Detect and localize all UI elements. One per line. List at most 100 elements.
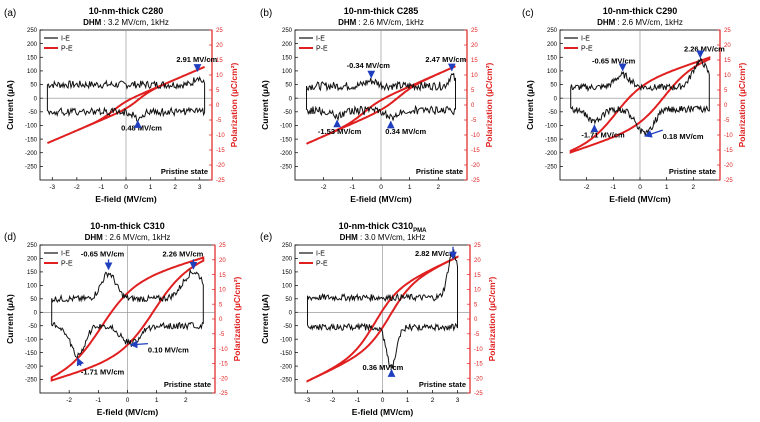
plot-area (46, 65, 206, 145)
annotation-label: -1.53 MV/cm (318, 127, 362, 136)
state-label: Pristine state (416, 167, 463, 176)
panel-subtitle: DHM : 3.0 MV/cm, 1kHz (340, 233, 426, 242)
y2-tick-label: -25 (471, 178, 480, 184)
y2-tick-label: -5 (724, 118, 730, 124)
panel-title: 10-nm-thick C290 (603, 6, 678, 16)
y2-tick-label: -5 (219, 332, 225, 338)
y-tick-label: -200 (280, 364, 293, 370)
panel-title: 10-nm-thick C285 (344, 6, 419, 16)
plot-area (569, 56, 711, 154)
y-axis-label: Current (µA) (260, 294, 270, 344)
y2-tick-label: -10 (471, 133, 480, 139)
y-tick-label: 100 (27, 69, 38, 75)
y-axis-label: Current (µA) (5, 80, 15, 130)
annotation-label: 0.18 MV/cm (663, 132, 704, 141)
y2-tick-label: 25 (219, 243, 226, 249)
y-tick-label: -250 (545, 165, 558, 171)
y2-tick-label: -10 (216, 133, 225, 139)
y2-tick-label: 15 (219, 273, 226, 279)
annotation-label: 0.48 MV/cm (121, 123, 162, 132)
y2-tick-label: -25 (216, 178, 225, 184)
y2-tick-label: 15 (474, 273, 481, 279)
panel-label: (c) (522, 8, 534, 19)
y2-tick-label: 10 (471, 73, 478, 79)
x-axis-label: E-field (MV/cm) (352, 407, 414, 417)
y2-tick-label: 0 (724, 103, 728, 109)
y2-tick-label: -25 (474, 391, 483, 397)
x-tick-label: -2 (584, 184, 590, 191)
x-tick-label: -2 (74, 184, 80, 191)
y-tick-label: -50 (283, 324, 292, 330)
y-tick-label: -200 (280, 151, 293, 157)
annotation-label: 2.82 MV/cm (415, 249, 456, 258)
y2-tick-label: -5 (471, 118, 477, 124)
y2-tick-label: -25 (724, 178, 733, 184)
y-tick-label: -150 (545, 137, 558, 143)
annotation-label: -0.65 MV/cm (81, 249, 125, 258)
y-tick-label: 250 (282, 28, 293, 34)
y-tick-label: 50 (550, 83, 557, 89)
y2-tick-label: 0 (219, 317, 223, 323)
y2-tick-label: -15 (724, 148, 733, 154)
panel-1: (a) 10-nm-thick C280 DHM : 3.2 MV/cm, 1kHz… (4, 6, 239, 204)
y2-tick-label: 25 (474, 243, 481, 249)
y2-tick-label: 10 (216, 73, 223, 79)
y2-tick-label: 10 (474, 288, 481, 294)
annotation-arrow (644, 129, 663, 138)
ie-series-line (570, 57, 710, 136)
ie-series-line (307, 248, 458, 369)
x-tick-label: 2 (437, 184, 441, 191)
y2-tick-label: 10 (219, 288, 226, 294)
y2-tick-label: 15 (216, 58, 223, 64)
pe-series-line (47, 65, 205, 145)
y-tick-label: 150 (547, 55, 558, 61)
panel-3: (c) 10-nm-thick C290 DHM : 2.6 MV/cm, 1kHz… (522, 6, 747, 204)
panel-subtitle: DHM : 2.6 MV/cm, 1kHz (338, 18, 424, 27)
x-tick-label: 0 (638, 184, 642, 191)
annotation-label: 2.26 MV/cm (684, 44, 725, 53)
y2-tick-label: 25 (724, 28, 731, 34)
annotation-label: 0.10 MV/cm (148, 346, 189, 355)
panel-label: (d) (4, 232, 16, 243)
y2-tick-label: -20 (219, 376, 228, 382)
pe-series-line (306, 255, 459, 383)
y-tick-label: 250 (27, 28, 38, 34)
x-tick-label: 2 (431, 397, 435, 404)
panel-subtitle: DHM : 2.6 MV/cm, 1kHz (85, 233, 171, 242)
x-tick-label: -3 (49, 184, 55, 191)
legend-ie-label: I-E (61, 251, 70, 258)
y-tick-label: 50 (30, 83, 37, 89)
x-tick-label: 3 (198, 184, 202, 191)
y2-tick-label: 0 (474, 317, 478, 323)
state-label: Pristine state (669, 167, 716, 176)
y-tick-label: -100 (25, 337, 38, 343)
annotation-label: 2.26 MV/cm (163, 249, 204, 258)
y-tick-label: -150 (280, 137, 293, 143)
y-tick-label: 150 (27, 270, 38, 276)
annotation-label: -0.65 MV/cm (592, 56, 636, 65)
y-tick-label: 200 (282, 257, 293, 263)
x-tick-label: 1 (155, 397, 159, 404)
panel-4: (d) 10-nm-thick C310 DHM : 2.6 MV/cm, 1kHz… (4, 221, 242, 417)
y2-tick-label: -5 (474, 332, 480, 338)
x-tick-label: -2 (66, 397, 72, 404)
y2-tick-label: -15 (219, 362, 228, 368)
legend-ie-label: I-E (61, 36, 70, 43)
y2-tick-label: -10 (724, 133, 733, 139)
x-axis-label: E-field (MV/cm) (609, 194, 671, 204)
legend-ie-label: I-E (316, 36, 325, 43)
y-tick-label: 150 (282, 55, 293, 61)
y-tick-label: 200 (27, 257, 38, 263)
x-tick-label: -2 (321, 184, 327, 191)
y2-tick-label: -10 (474, 347, 483, 353)
y2-tick-label: -5 (216, 118, 222, 124)
x-axis-label: E-field (MV/cm) (350, 194, 412, 204)
x-tick-label: -1 (99, 184, 105, 191)
y-tick-label: 250 (282, 243, 293, 249)
y2-tick-label: -20 (474, 376, 483, 382)
y2-tick-label: -10 (219, 347, 228, 353)
y2-tick-label: 15 (724, 58, 731, 64)
y-axis-label: Current (µA) (260, 80, 270, 130)
annotation-label: -1.71 MV/cm (81, 368, 125, 377)
y2-tick-label: 5 (219, 302, 223, 308)
